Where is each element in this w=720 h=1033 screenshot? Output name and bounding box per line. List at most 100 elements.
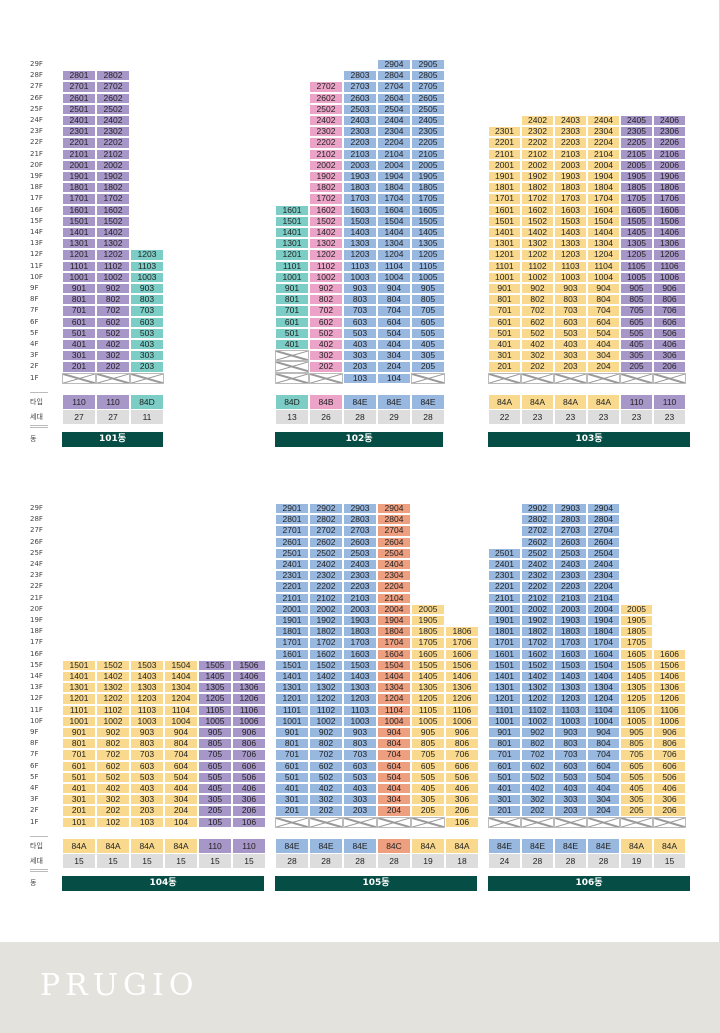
- unit-cell[interactable]: 204: [587, 805, 620, 817]
- unit-cell[interactable]: 602: [521, 316, 554, 328]
- unit-cell[interactable]: 2102: [96, 148, 130, 160]
- unit-cell[interactable]: 906: [653, 283, 686, 295]
- unit-cell[interactable]: 2403: [343, 559, 377, 571]
- unit-cell[interactable]: 1003: [130, 271, 164, 283]
- unit-cell[interactable]: 1502: [96, 659, 130, 671]
- unit-cell[interactable]: 1302: [96, 238, 130, 250]
- unit-cell[interactable]: 1904: [587, 615, 620, 627]
- unit-cell[interactable]: 1002: [521, 715, 554, 727]
- unit-cell[interactable]: 805: [198, 738, 232, 750]
- unit-cell[interactable]: 1303: [343, 682, 377, 694]
- unit-cell[interactable]: 706: [232, 749, 266, 761]
- unit-cell[interactable]: 704: [587, 305, 620, 317]
- unit-cell[interactable]: 1605: [411, 648, 445, 660]
- unit-cell[interactable]: 2502: [309, 547, 343, 559]
- unit-cell[interactable]: 2301: [275, 570, 309, 582]
- unit-cell[interactable]: 404: [587, 783, 620, 795]
- unit-cell[interactable]: 1805: [620, 626, 653, 638]
- unit-cell[interactable]: 1303: [554, 238, 587, 250]
- unit-cell[interactable]: 2803: [343, 70, 377, 82]
- unit-cell[interactable]: 405: [620, 783, 653, 795]
- unit-cell[interactable]: 1302: [521, 682, 554, 694]
- unit-cell[interactable]: 2102: [309, 148, 343, 160]
- unit-cell[interactable]: 503: [130, 771, 164, 783]
- unit-cell[interactable]: 704: [377, 305, 411, 317]
- unit-cell[interactable]: 604: [587, 760, 620, 772]
- unit-cell[interactable]: 2602: [521, 536, 554, 548]
- unit-cell[interactable]: 1003: [554, 715, 587, 727]
- unit-cell[interactable]: 305: [411, 794, 445, 806]
- unit-cell[interactable]: 1204: [587, 249, 620, 261]
- unit-cell[interactable]: 704: [164, 749, 198, 761]
- unit-cell[interactable]: 405: [411, 339, 445, 351]
- unit-cell[interactable]: 1006: [445, 715, 479, 727]
- unit-cell[interactable]: 2101: [488, 592, 521, 604]
- unit-cell[interactable]: 2501: [62, 103, 96, 115]
- unit-cell[interactable]: 1405: [620, 671, 653, 683]
- unit-cell[interactable]: 101: [62, 816, 96, 828]
- unit-cell[interactable]: 1905: [620, 615, 653, 627]
- unit-cell[interactable]: 404: [587, 339, 620, 351]
- unit-cell[interactable]: 2005: [411, 603, 445, 615]
- unit-cell[interactable]: 1001: [62, 715, 96, 727]
- unit-cell[interactable]: 901: [488, 727, 521, 739]
- unit-cell[interactable]: 1005: [411, 715, 445, 727]
- unit-cell[interactable]: 205: [620, 361, 653, 373]
- unit-cell[interactable]: 1302: [309, 238, 343, 250]
- unit-cell[interactable]: 1602: [309, 204, 343, 216]
- unit-cell[interactable]: 701: [488, 749, 521, 761]
- unit-cell[interactable]: 801: [488, 294, 521, 306]
- unit-cell[interactable]: 1101: [62, 704, 96, 716]
- unit-cell[interactable]: 2701: [275, 525, 309, 537]
- unit-cell[interactable]: 1204: [377, 249, 411, 261]
- unit-cell[interactable]: 2304: [377, 570, 411, 582]
- unit-cell[interactable]: 904: [377, 283, 411, 295]
- unit-cell[interactable]: 2504: [377, 103, 411, 115]
- unit-cell[interactable]: 2303: [554, 126, 587, 138]
- unit-cell[interactable]: 204: [377, 805, 411, 817]
- unit-cell[interactable]: 2004: [377, 603, 411, 615]
- unit-cell[interactable]: 803: [554, 294, 587, 306]
- unit-cell[interactable]: 403: [554, 339, 587, 351]
- unit-cell[interactable]: 402: [309, 339, 343, 351]
- unit-cell[interactable]: 501: [488, 327, 521, 339]
- unit-cell[interactable]: 1903: [554, 615, 587, 627]
- unit-cell[interactable]: 2204: [377, 137, 411, 149]
- unit-cell[interactable]: 2003: [343, 159, 377, 171]
- unit-cell[interactable]: 605: [198, 760, 232, 772]
- unit-cell[interactable]: 2703: [343, 525, 377, 537]
- unit-cell[interactable]: 2104: [587, 592, 620, 604]
- unit-cell[interactable]: 1503: [554, 215, 587, 227]
- unit-cell[interactable]: 801: [62, 294, 96, 306]
- unit-cell[interactable]: 2206: [653, 137, 686, 149]
- unit-cell[interactable]: 806: [653, 738, 686, 750]
- unit-cell[interactable]: 904: [164, 727, 198, 739]
- unit-cell[interactable]: 1006: [653, 271, 686, 283]
- unit-cell[interactable]: 1105: [411, 704, 445, 716]
- unit-cell[interactable]: 1204: [377, 693, 411, 705]
- unit-cell[interactable]: 2104: [587, 148, 620, 160]
- unit-cell[interactable]: 2204: [377, 581, 411, 593]
- unit-cell[interactable]: 1105: [620, 260, 653, 272]
- unit-cell[interactable]: 902: [521, 283, 554, 295]
- unit-cell[interactable]: 2502: [521, 547, 554, 559]
- unit-cell[interactable]: 2203: [554, 581, 587, 593]
- unit-cell[interactable]: 1602: [521, 648, 554, 660]
- unit-cell[interactable]: 1304: [164, 682, 198, 694]
- unit-cell[interactable]: 1805: [411, 182, 445, 194]
- unit-cell[interactable]: 2202: [96, 137, 130, 149]
- unit-cell[interactable]: 1804: [587, 182, 620, 194]
- unit-cell[interactable]: 2803: [554, 514, 587, 526]
- unit-cell[interactable]: 1103: [554, 704, 587, 716]
- unit-cell[interactable]: 402: [96, 783, 130, 795]
- unit-cell[interactable]: 2904: [377, 59, 411, 71]
- unit-cell[interactable]: 901: [275, 727, 309, 739]
- unit-cell[interactable]: 602: [521, 760, 554, 772]
- unit-cell[interactable]: 205: [620, 805, 653, 817]
- unit-cell[interactable]: 901: [275, 283, 309, 295]
- unit-cell[interactable]: 801: [275, 294, 309, 306]
- unit-cell[interactable]: 201: [488, 361, 521, 373]
- unit-cell[interactable]: 1802: [309, 626, 343, 638]
- unit-cell[interactable]: 705: [620, 749, 653, 761]
- unit-cell[interactable]: 2004: [587, 603, 620, 615]
